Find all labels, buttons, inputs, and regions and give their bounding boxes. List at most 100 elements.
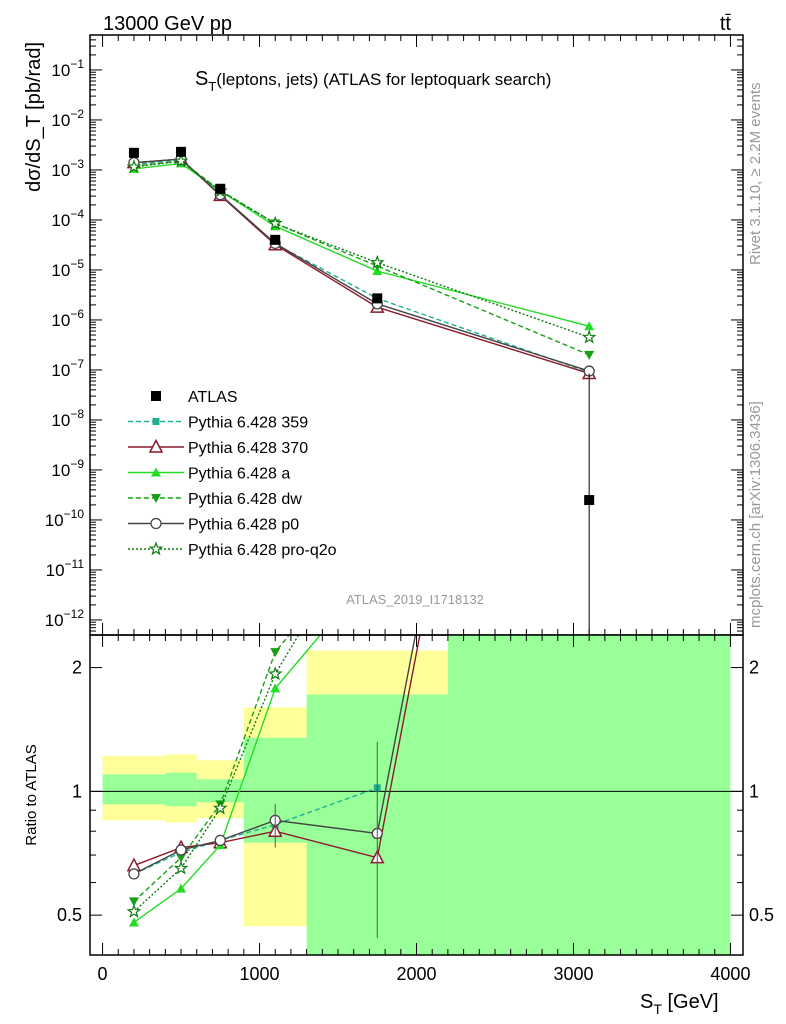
ratio-ytick-label-right: 1 <box>749 781 759 801</box>
marker-triangle <box>151 467 161 477</box>
ratio-bands <box>102 635 731 955</box>
legend-label: Pythia 6.428 a <box>188 466 290 483</box>
ytick-label: 10−9 <box>51 457 84 480</box>
legend-label: Pythia 6.428 359 <box>188 415 308 432</box>
ytick-exp: −6 <box>70 307 84 321</box>
mcplots-label: mcplots.cern.ch [arXiv:1306.3436] <box>747 401 764 628</box>
marker-triangle <box>270 683 281 693</box>
series-line-2 <box>133 162 590 327</box>
ratio-panel: 0 1000 2000 3000 4000 0.5 0.5 1 1 2 2 <box>57 35 774 984</box>
marker-triangle <box>584 321 595 331</box>
marker-circle-open <box>150 517 162 530</box>
ytick-exp: −11 <box>65 557 85 571</box>
uncertainty-band-green <box>447 635 731 955</box>
marker-circle-open <box>175 844 187 856</box>
data-point <box>215 183 226 194</box>
main-yaxis-ticks: 10−110−210−310−410−510−610−710−810−910−1… <box>45 34 743 636</box>
marker-star <box>267 666 283 681</box>
rivet-version-label: Rivet 3.1.10, ≥ 2.2M events <box>747 83 764 266</box>
marker-triangle-down <box>270 648 281 658</box>
uncertainty-band-green <box>165 772 197 807</box>
marker-star <box>581 329 597 344</box>
xtick-label: 4000 <box>710 964 750 984</box>
ytick-base: 10 <box>51 111 70 130</box>
legend-label: Pythia 6.428 pro-q2o <box>188 542 337 559</box>
header-right-label: tt̄ <box>720 13 732 35</box>
legend-label: Pythia 6.428 p0 <box>188 517 299 534</box>
marker-triangle <box>176 883 187 893</box>
ratio-ytick-label: 2 <box>72 658 82 678</box>
ytick-exp: −7 <box>70 357 84 371</box>
ytick-label: 10−2 <box>51 107 84 130</box>
legend-label: Pythia 6.428 dw <box>188 491 302 508</box>
ytick-label: 10−1 <box>51 57 84 80</box>
plot-title: ST(leptons, jets) (ATLAS for leptoquark … <box>195 68 551 94</box>
main-series-group <box>126 150 597 380</box>
data-points <box>128 146 595 635</box>
xaxis-label-main: S <box>640 991 653 1013</box>
ytick-label: 10−11 <box>46 557 85 580</box>
series-line-1 <box>133 158 590 375</box>
marker-star <box>126 159 142 174</box>
ytick-base: 10 <box>51 361 70 380</box>
xtick-label: 2000 <box>396 964 436 984</box>
xtick-label: 1000 <box>240 964 280 984</box>
ytick-exp: −2 <box>70 107 84 121</box>
marker-circle-open <box>214 834 226 847</box>
ytick-base: 10 <box>45 611 64 630</box>
ytick-label: 10−8 <box>51 407 84 430</box>
uncertainty-band-green <box>102 774 166 805</box>
series-line-4 <box>133 158 590 372</box>
ytick-label: 10−10 <box>45 507 85 530</box>
data-point <box>270 234 281 245</box>
ytick-base: 10 <box>51 61 70 80</box>
ytick-exp: −12 <box>64 607 85 621</box>
ratio-ylabel: Ratio to ATLAS <box>23 744 40 845</box>
ratio-line-1 <box>133 635 421 867</box>
ytick-exp: −10 <box>64 507 85 521</box>
marker-triangle-down <box>151 494 161 503</box>
marker-star <box>173 860 189 875</box>
ytick-base: 10 <box>51 161 70 180</box>
ratio-ytick-label-right: 0.5 <box>749 905 774 925</box>
main-ylabel: dσ/dS_T [pb/rad] <box>23 42 45 192</box>
xaxis-label-sub: T <box>653 1001 662 1017</box>
plot-title-rest: (leptons, jets) (ATLAS for leptoquark se… <box>216 70 551 89</box>
ytick-base: 10 <box>51 461 70 480</box>
marker-star <box>267 215 283 230</box>
marker-star <box>173 153 189 168</box>
ratio-yaxis-ticks: 0.5 0.5 1 1 2 2 <box>57 658 774 956</box>
plot-title-main: S <box>195 68 208 90</box>
ytick-label: 10−7 <box>51 357 84 380</box>
ratio-ytick-label: 1 <box>72 781 82 801</box>
xaxis-label-rest: [GeV] <box>662 991 719 1013</box>
marker-triangle-down <box>128 897 139 907</box>
series-line-5 <box>133 160 590 338</box>
plot-title-sub: T <box>208 79 216 94</box>
header-left-label: 13000 GeV pp <box>103 13 232 35</box>
main-panel: 10−110−210−310−410−510−610−710−810−910−1… <box>45 34 744 636</box>
data-point <box>372 293 383 304</box>
marker-square <box>152 418 160 425</box>
watermark-label: ATLAS_2019_I1718132 <box>346 592 484 607</box>
uncertainty-band-green <box>196 779 244 803</box>
marker-star <box>212 800 228 815</box>
legend: ATLAS Pythia 6.428 359 Pythia 6.428 370 Pyt… <box>128 389 337 559</box>
marker-star <box>126 903 142 918</box>
marker-triangle-open <box>148 438 164 453</box>
ytick-base: 10 <box>51 261 70 280</box>
ytick-exp: −5 <box>70 257 84 271</box>
legend-data-label: ATLAS <box>188 389 238 406</box>
data-point <box>128 147 139 158</box>
ytick-exp: −8 <box>70 407 84 421</box>
xtick-label: 0 <box>98 964 108 984</box>
data-point <box>584 495 595 506</box>
ytick-base: 10 <box>45 511 64 530</box>
ytick-label: 10−3 <box>51 157 84 180</box>
xtick-label: 3000 <box>553 964 593 984</box>
marker-star <box>148 541 164 556</box>
legend-data-marker <box>151 391 161 401</box>
ytick-base: 10 <box>51 411 70 430</box>
xaxis-ticks: 0 1000 2000 3000 4000 <box>98 35 750 984</box>
marker-triangle-down <box>176 853 187 863</box>
